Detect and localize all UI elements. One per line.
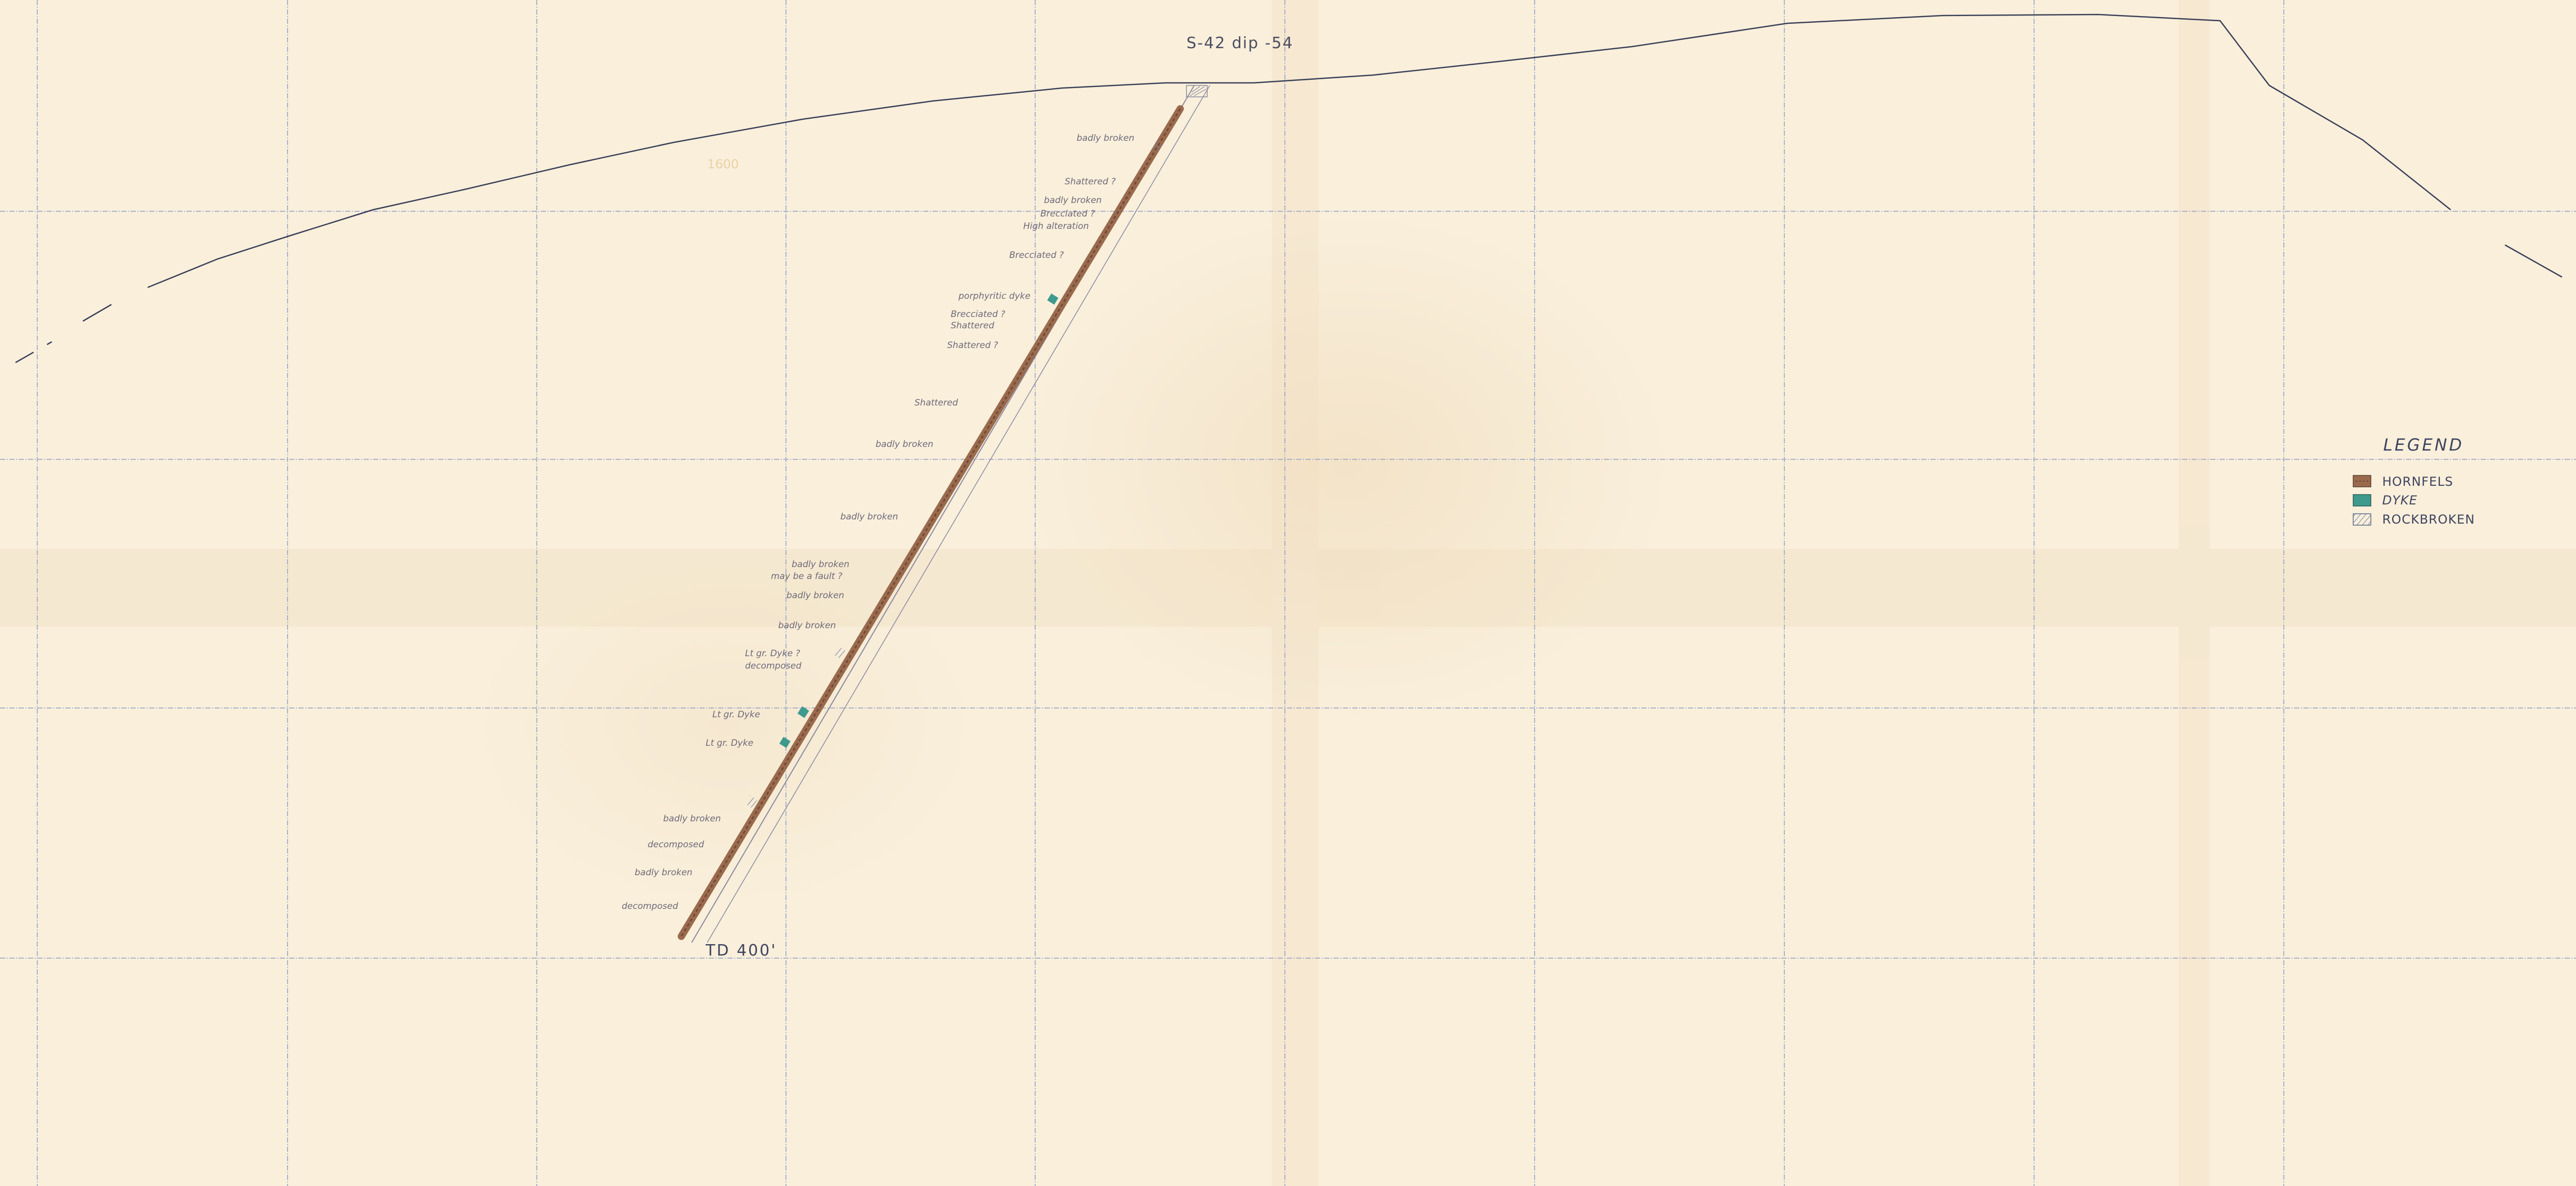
annotation: badly broken (778, 620, 836, 631)
annotation: badly broken (840, 512, 898, 522)
total-depth-label: TD 400' (705, 942, 777, 960)
legend-item-dyke: DYKE (2353, 493, 2417, 508)
legend-label: HORNFELS (2382, 474, 2453, 489)
annotation: Lt gr. Dyke (712, 710, 760, 720)
broken-interval (833, 646, 846, 659)
core-log-annotations: badly broken Shattered ? badly broken Br… (622, 133, 1134, 912)
ground-surface-profile (15, 13, 2563, 364)
annotation: badly broken (1077, 133, 1134, 143)
broken-interval (745, 795, 757, 808)
dyke-interval (797, 706, 809, 718)
annotation: badly broken (1044, 195, 1101, 206)
rockbroken-swatch (2353, 513, 2371, 526)
annotation: may be a fault ? (771, 571, 842, 582)
annotation: Brecciated ? (1009, 250, 1064, 261)
legend-item-rockbroken: ROCKBROKEN (2353, 512, 2475, 527)
legend-label: DYKE (2382, 493, 2417, 508)
annotation: badly broken (876, 439, 933, 450)
hornfels-swatch (2353, 475, 2371, 487)
annotation: badly broken (792, 559, 849, 570)
annotation: Shattered ? (947, 340, 998, 351)
dyke-interval (779, 736, 791, 748)
annotation: Lt gr. Dyke ? (745, 648, 800, 659)
annotation: High alteration (1023, 221, 1089, 232)
legend: LEGEND HORNFELS DYKE ROCKBROKEN (2353, 435, 2475, 527)
annotation: Lt gr. Dyke (706, 738, 753, 748)
dyke-interval (1047, 293, 1058, 305)
annotation: porphyritic dyke (958, 291, 1031, 301)
hole-header: S-42 dip -54 (1186, 34, 1294, 52)
annotation: decomposed (622, 901, 678, 912)
broken-rock-intervals (745, 140, 1163, 808)
legend-item-hornfels: HORNFELS (2353, 474, 2453, 489)
dyke-intervals (779, 293, 1058, 748)
faint-elevation-label: 1600 (707, 157, 739, 171)
annotation: decomposed (745, 661, 802, 671)
legend-label: ROCKBROKEN (2382, 512, 2475, 527)
annotation: badly broken (786, 590, 844, 601)
annotation: badly broken (635, 867, 692, 878)
broken-interval (1151, 140, 1163, 154)
annotation: Brecciated ? (1040, 209, 1095, 219)
legend-title: LEGEND (2383, 435, 2464, 455)
dyke-swatch (2353, 494, 2371, 507)
annotation: Shattered ? (1065, 177, 1115, 187)
collar-box (1186, 85, 1208, 97)
annotation: decomposed (648, 840, 704, 850)
drill-hole-trace (678, 85, 1210, 943)
annotation: badly broken (663, 814, 721, 824)
annotation: Brecciated ? (951, 309, 1005, 320)
annotation: Shattered (914, 398, 958, 408)
annotation: Shattered (951, 321, 994, 331)
